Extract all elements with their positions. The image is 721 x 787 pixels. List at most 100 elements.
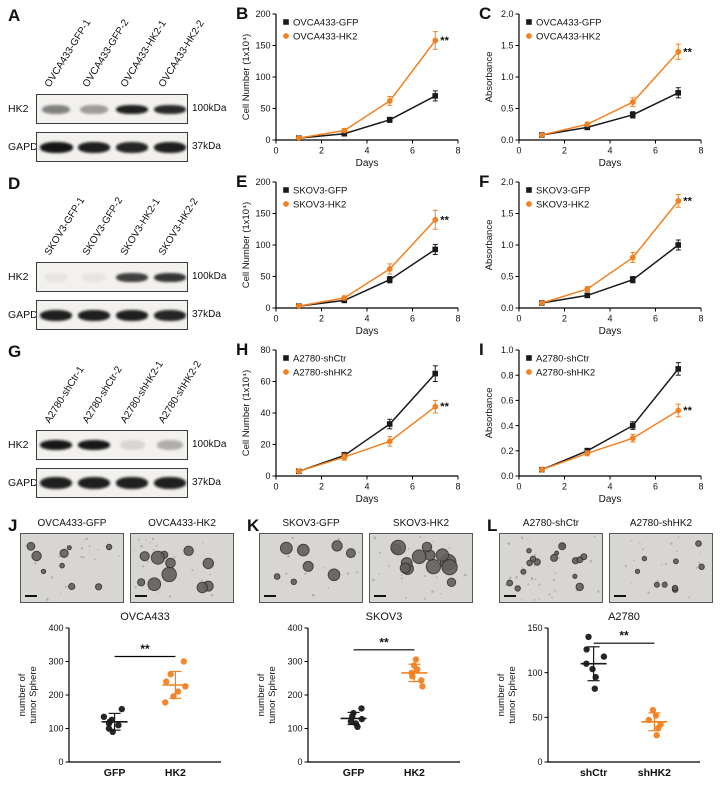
svg-text:150: 150 [255,209,270,219]
series-SKOV3-GFP [296,243,438,309]
tumor-sphere [520,568,527,575]
data-point [432,403,439,410]
panel-B: B 0 50 100 150 200 0 2 4 6 8 Days Cell Number (1x10⁴… [236,4,474,172]
y-ticks: 0 20 40 60 80 [260,345,276,481]
tumor-sphere [183,545,194,556]
svg-text:8: 8 [455,146,460,156]
blot-row-label: HK2 [8,103,29,115]
data-point [167,671,174,678]
significance-annotation: ** [440,401,449,413]
data-point [432,370,438,377]
svg-text:8: 8 [698,482,703,492]
x-ticks: 0 2 4 6 8 [273,308,461,324]
svg-text:0.0: 0.0 [501,303,514,313]
chart-title: SKOV3 [366,611,403,623]
dot-plot-J: OVCA433 0 100 200 300 400 number of tumor Spher… [17,608,231,787]
data-point [386,438,393,445]
protein-band [119,440,145,450]
tumor-sphere [526,559,533,567]
svg-text:200: 200 [287,690,302,700]
data-point [629,99,636,106]
legend: OVCA433-GFP OVCA433-HK2 [283,17,358,42]
tumor-sphere [95,583,103,591]
kda-marker: 37kDa [192,141,221,152]
tumor-sphere [331,540,343,552]
y-axis-label: Absorbance [484,388,495,439]
tumor-sphere [514,585,521,592]
tumor-sphere [390,539,407,556]
svg-text:6: 6 [410,146,415,156]
svg-text:6: 6 [410,482,415,492]
svg-text:6: 6 [653,146,658,156]
data-point [182,683,189,690]
scale-bar [614,595,626,597]
svg-text:0: 0 [516,482,521,492]
svg-text:6: 6 [653,482,658,492]
protein-band [39,309,73,321]
svg-text:2.0: 2.0 [501,9,514,19]
svg-text:2: 2 [562,314,567,324]
svg-text:100: 100 [527,668,542,678]
kda-marker: 100kDa [192,271,227,282]
panel-I: I 0.0 0.2 0.4 0.6 0.8 1.0 0 2 4 6 8 Days Absorbance A2… [479,340,717,508]
y-axis-label: Absorbance [484,220,495,271]
legend-label: OVCA433-GFP [293,17,358,28]
data-point [629,422,636,429]
panel-letter-D: D [8,174,21,193]
x-ticks: 0 2 4 6 8 [273,140,461,156]
category-label: shHK2 [638,767,671,779]
blot-row-label: HK2 [8,271,29,283]
svg-text:100: 100 [255,72,270,82]
protein-band [115,477,149,489]
data-point [341,127,348,134]
y-axis-label: number of [17,673,28,716]
legend-label: A2780-shHK2 [536,367,595,378]
data-point [657,721,664,728]
data-point [412,656,420,663]
blot-strip-HK2 [36,430,188,460]
chart-J: OVCA433 0 100 200 300 400 number of tumor Spher… [17,611,221,779]
tumor-sphere [40,568,47,575]
significance-annotation: ** [683,46,692,58]
significance-annotation: ** [440,35,449,47]
tumor-sphere [31,550,42,562]
protein-band [41,104,71,114]
significance-annotation: ** [683,195,692,207]
svg-text:2: 2 [319,482,324,492]
micrograph-A2780-shCtr [499,533,603,603]
group-GFP: GFP [100,705,128,779]
svg-text:0.8: 0.8 [501,370,514,380]
svg-text:0: 0 [273,482,278,492]
panel-L: L A2780-shCtr A2780-shHK2 A2780 0 50 100 150 num… [487,516,719,786]
series-A2780-shHK2 [295,399,439,475]
tumor-sphere [59,548,69,558]
data-point [526,33,532,39]
data-point [649,707,657,714]
tumor-sphere [202,557,215,570]
data-point [432,37,439,44]
tumor-sphere [572,573,578,579]
significance-annotation: ** [619,629,629,643]
micrograph-SKOV3-HK2 [369,533,473,603]
tumor-sphere [580,553,588,561]
svg-text:2: 2 [319,146,324,156]
tumor-sphere [196,581,209,594]
svg-text:0: 0 [58,757,63,767]
kda-marker: 37kDa [192,477,221,488]
panel-letter-L: L [487,516,498,535]
panel-letter-F: F [479,172,490,191]
chart-L: A2780 0 50 100 150 number of tumor Sphere shCtr… [496,611,700,779]
svg-text:200: 200 [255,177,270,187]
category-label: HK2 [165,767,186,779]
data-point [629,112,636,118]
svg-text:1.0: 1.0 [501,240,514,250]
tumor-sphere [290,578,297,585]
series-OVCA433-HK2 [538,43,682,138]
scale-bar [25,595,37,597]
data-point [295,135,302,142]
data-point [526,369,532,375]
tumor-sphere [105,543,113,551]
axes [547,628,700,763]
micrograph-bg [609,533,713,603]
protein-band [77,440,111,450]
